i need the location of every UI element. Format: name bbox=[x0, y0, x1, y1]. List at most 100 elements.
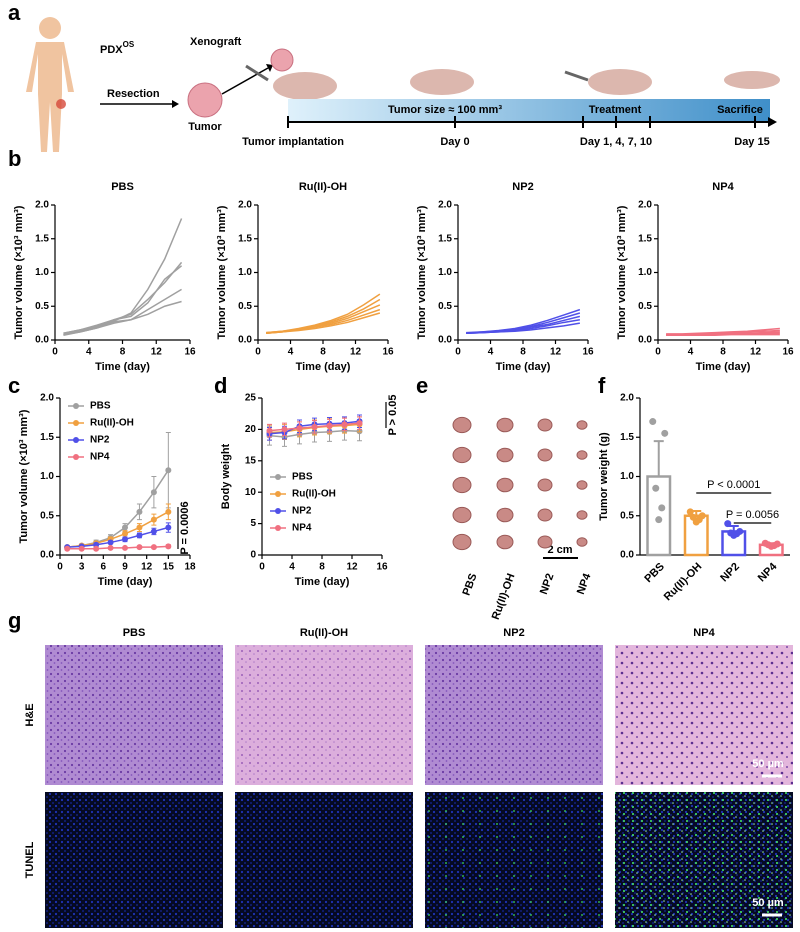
timeline-label: Tumor implantation bbox=[242, 136, 344, 148]
column-title: NP2 bbox=[503, 627, 524, 639]
tumor-specimen bbox=[496, 477, 514, 493]
marker bbox=[150, 489, 157, 496]
x-tick-label: 8 bbox=[319, 562, 325, 573]
banner bbox=[288, 99, 770, 121]
y-tick-label: 0.5 bbox=[438, 301, 452, 312]
group-label: NP2 bbox=[538, 572, 557, 596]
x-axis-label: Time (day) bbox=[496, 361, 551, 373]
x-axis-label: Time (day) bbox=[296, 361, 351, 373]
tumor-specimen bbox=[496, 447, 514, 463]
series-line bbox=[63, 300, 182, 336]
syringe bbox=[245, 64, 269, 82]
y-tick-label: 0 bbox=[250, 550, 256, 561]
arrow-head bbox=[172, 100, 179, 108]
y-tick-label: 1.5 bbox=[638, 233, 652, 244]
marker bbox=[165, 508, 172, 515]
tumor-specimen bbox=[452, 416, 472, 434]
x-tick-label: 8 bbox=[120, 347, 126, 358]
series-line bbox=[466, 322, 580, 334]
annotation: P = 0.0056 bbox=[726, 509, 779, 521]
y-tick-label: 0.0 bbox=[438, 335, 452, 346]
tumor-specimen bbox=[496, 507, 514, 523]
legend-marker bbox=[73, 420, 79, 426]
mouse bbox=[588, 69, 652, 95]
y-tick-label: 0.5 bbox=[35, 301, 49, 312]
tumor-specimen bbox=[452, 533, 472, 551]
marker bbox=[150, 516, 157, 523]
column-title: NP4 bbox=[693, 627, 715, 639]
x-tick-label: 16 bbox=[376, 562, 388, 573]
y-tick-label: 1.5 bbox=[438, 233, 452, 244]
y-tick-label: 25 bbox=[245, 393, 257, 404]
y-tick-label: 0.5 bbox=[238, 301, 252, 312]
y-tick-label: 10 bbox=[245, 487, 257, 498]
x-tick-label: 12 bbox=[350, 347, 362, 358]
y-tick-label: 2.0 bbox=[620, 393, 634, 404]
tumor-specimen bbox=[537, 448, 553, 462]
tumor-photo: 2 cm PBS Ru(II)-OH NP2 NP4 bbox=[452, 416, 594, 622]
data-point bbox=[652, 484, 660, 492]
panel-label: e bbox=[416, 373, 428, 398]
data-point bbox=[658, 504, 666, 512]
x-tick-label: 8 bbox=[320, 347, 326, 358]
x-tick-label: NP4 bbox=[756, 560, 780, 584]
x-tick-label: 0 bbox=[455, 347, 461, 358]
series-line bbox=[63, 288, 182, 337]
micrograph bbox=[45, 792, 223, 928]
mouse bbox=[724, 71, 780, 89]
y-tick-label: 1.0 bbox=[438, 267, 452, 278]
legend-label: NP4 bbox=[90, 452, 110, 463]
legend-marker bbox=[275, 474, 281, 480]
scale-bar-label: 50 µm bbox=[752, 758, 784, 770]
y-tick-label: 1.5 bbox=[40, 432, 54, 443]
annotation: P < 0.0001 bbox=[707, 479, 760, 491]
tumor-specimen bbox=[496, 534, 514, 550]
data-point bbox=[692, 518, 700, 526]
y-tick-label: 2.0 bbox=[238, 200, 252, 211]
tumor-specimen bbox=[537, 478, 553, 492]
marker bbox=[122, 536, 128, 543]
treatment-label: Treatment bbox=[589, 104, 642, 116]
mouse bbox=[273, 72, 337, 100]
y-tick-label: 1.0 bbox=[40, 471, 54, 482]
group-label: Ru(II)-OH bbox=[490, 572, 518, 622]
legend-marker bbox=[73, 454, 79, 460]
y-tick-label: 2.0 bbox=[438, 200, 452, 211]
tumor-specimen bbox=[452, 476, 472, 494]
data-point bbox=[649, 418, 657, 426]
y-tick-label: 0.0 bbox=[40, 550, 54, 561]
data-point bbox=[655, 516, 663, 524]
y-tick-label: 1.5 bbox=[620, 432, 634, 443]
x-tick-label: 4 bbox=[289, 562, 295, 573]
y-axis-label: Body weight bbox=[220, 443, 232, 509]
panel-label: d bbox=[214, 373, 227, 398]
x-tick-label: 0 bbox=[52, 347, 58, 358]
marker bbox=[122, 544, 128, 551]
x-tick-label: 16 bbox=[382, 347, 394, 358]
x-tick-label: 12 bbox=[750, 347, 762, 358]
tumor-blob bbox=[270, 48, 294, 72]
micrograph bbox=[235, 645, 413, 785]
x-tick-label: 12 bbox=[550, 347, 562, 358]
series-line bbox=[63, 265, 183, 334]
legend-label: NP4 bbox=[292, 523, 312, 534]
marker bbox=[107, 544, 114, 551]
y-tick-label: 0.0 bbox=[638, 335, 652, 346]
y-axis-label: Tumor volume (×10³ mm³) bbox=[216, 205, 228, 339]
x-axis-label: Time (day) bbox=[696, 361, 751, 373]
x-tick-label: NP2 bbox=[718, 561, 742, 585]
tumor-specimen bbox=[452, 446, 472, 464]
xenograft-label: Xenograft bbox=[190, 36, 242, 48]
marker bbox=[93, 545, 100, 552]
y-tick-label: 15 bbox=[245, 455, 257, 466]
x-tick-label: 12 bbox=[346, 562, 358, 573]
y-tick-label: 2.0 bbox=[638, 200, 652, 211]
legend-label: PBS bbox=[292, 472, 313, 483]
x-tick-label: 6 bbox=[101, 562, 107, 573]
x-tick-label: 16 bbox=[184, 347, 196, 358]
marker bbox=[136, 544, 143, 551]
person-body bbox=[26, 42, 74, 152]
series-line bbox=[666, 333, 780, 337]
x-tick-label: 4 bbox=[688, 347, 694, 358]
x-axis-label: Time (day) bbox=[295, 576, 350, 588]
